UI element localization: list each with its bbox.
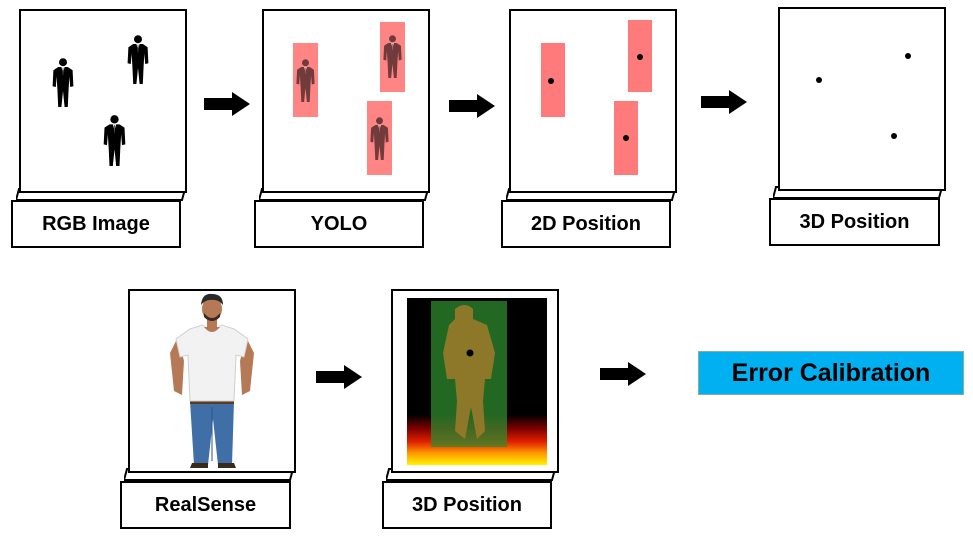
person-silhouette-icon <box>52 58 74 107</box>
rgb-image-panel <box>19 9 187 193</box>
person-photo-icon <box>170 293 254 468</box>
realsense-panel <box>128 289 296 473</box>
depth-position-label: 3D Position <box>382 481 552 529</box>
depth-map-icon <box>407 298 547 465</box>
center-point-icon <box>466 349 474 357</box>
realsense-label: RealSense <box>120 481 291 529</box>
center-point-icon <box>637 54 643 60</box>
arrow-right-icon <box>701 90 747 114</box>
center-point-icon <box>891 133 897 139</box>
center-point-icon <box>816 77 822 83</box>
position-2d-label: 2D Position <box>501 200 671 248</box>
depth-panel <box>391 289 559 473</box>
center-point-icon <box>905 53 911 59</box>
position-2d-panel <box>509 9 677 193</box>
position-3d-panel <box>778 7 946 191</box>
center-point-icon <box>548 78 554 84</box>
person-silhouette-icon <box>127 35 149 84</box>
position-3d-label: 3D Position <box>769 198 940 246</box>
arrow-right-icon <box>204 92 250 116</box>
yolo-panel <box>262 9 430 193</box>
arrow-right-icon <box>449 94 495 118</box>
arrow-right-icon <box>316 365 362 389</box>
center-point-icon <box>623 135 629 141</box>
person-silhouette-icon <box>103 115 126 166</box>
arrow-right-icon <box>600 362 646 386</box>
yolo-label: YOLO <box>254 200 424 248</box>
error-calibration-box: Error Calibration <box>698 351 964 395</box>
rgb-image-label: RGB Image <box>11 200 181 248</box>
